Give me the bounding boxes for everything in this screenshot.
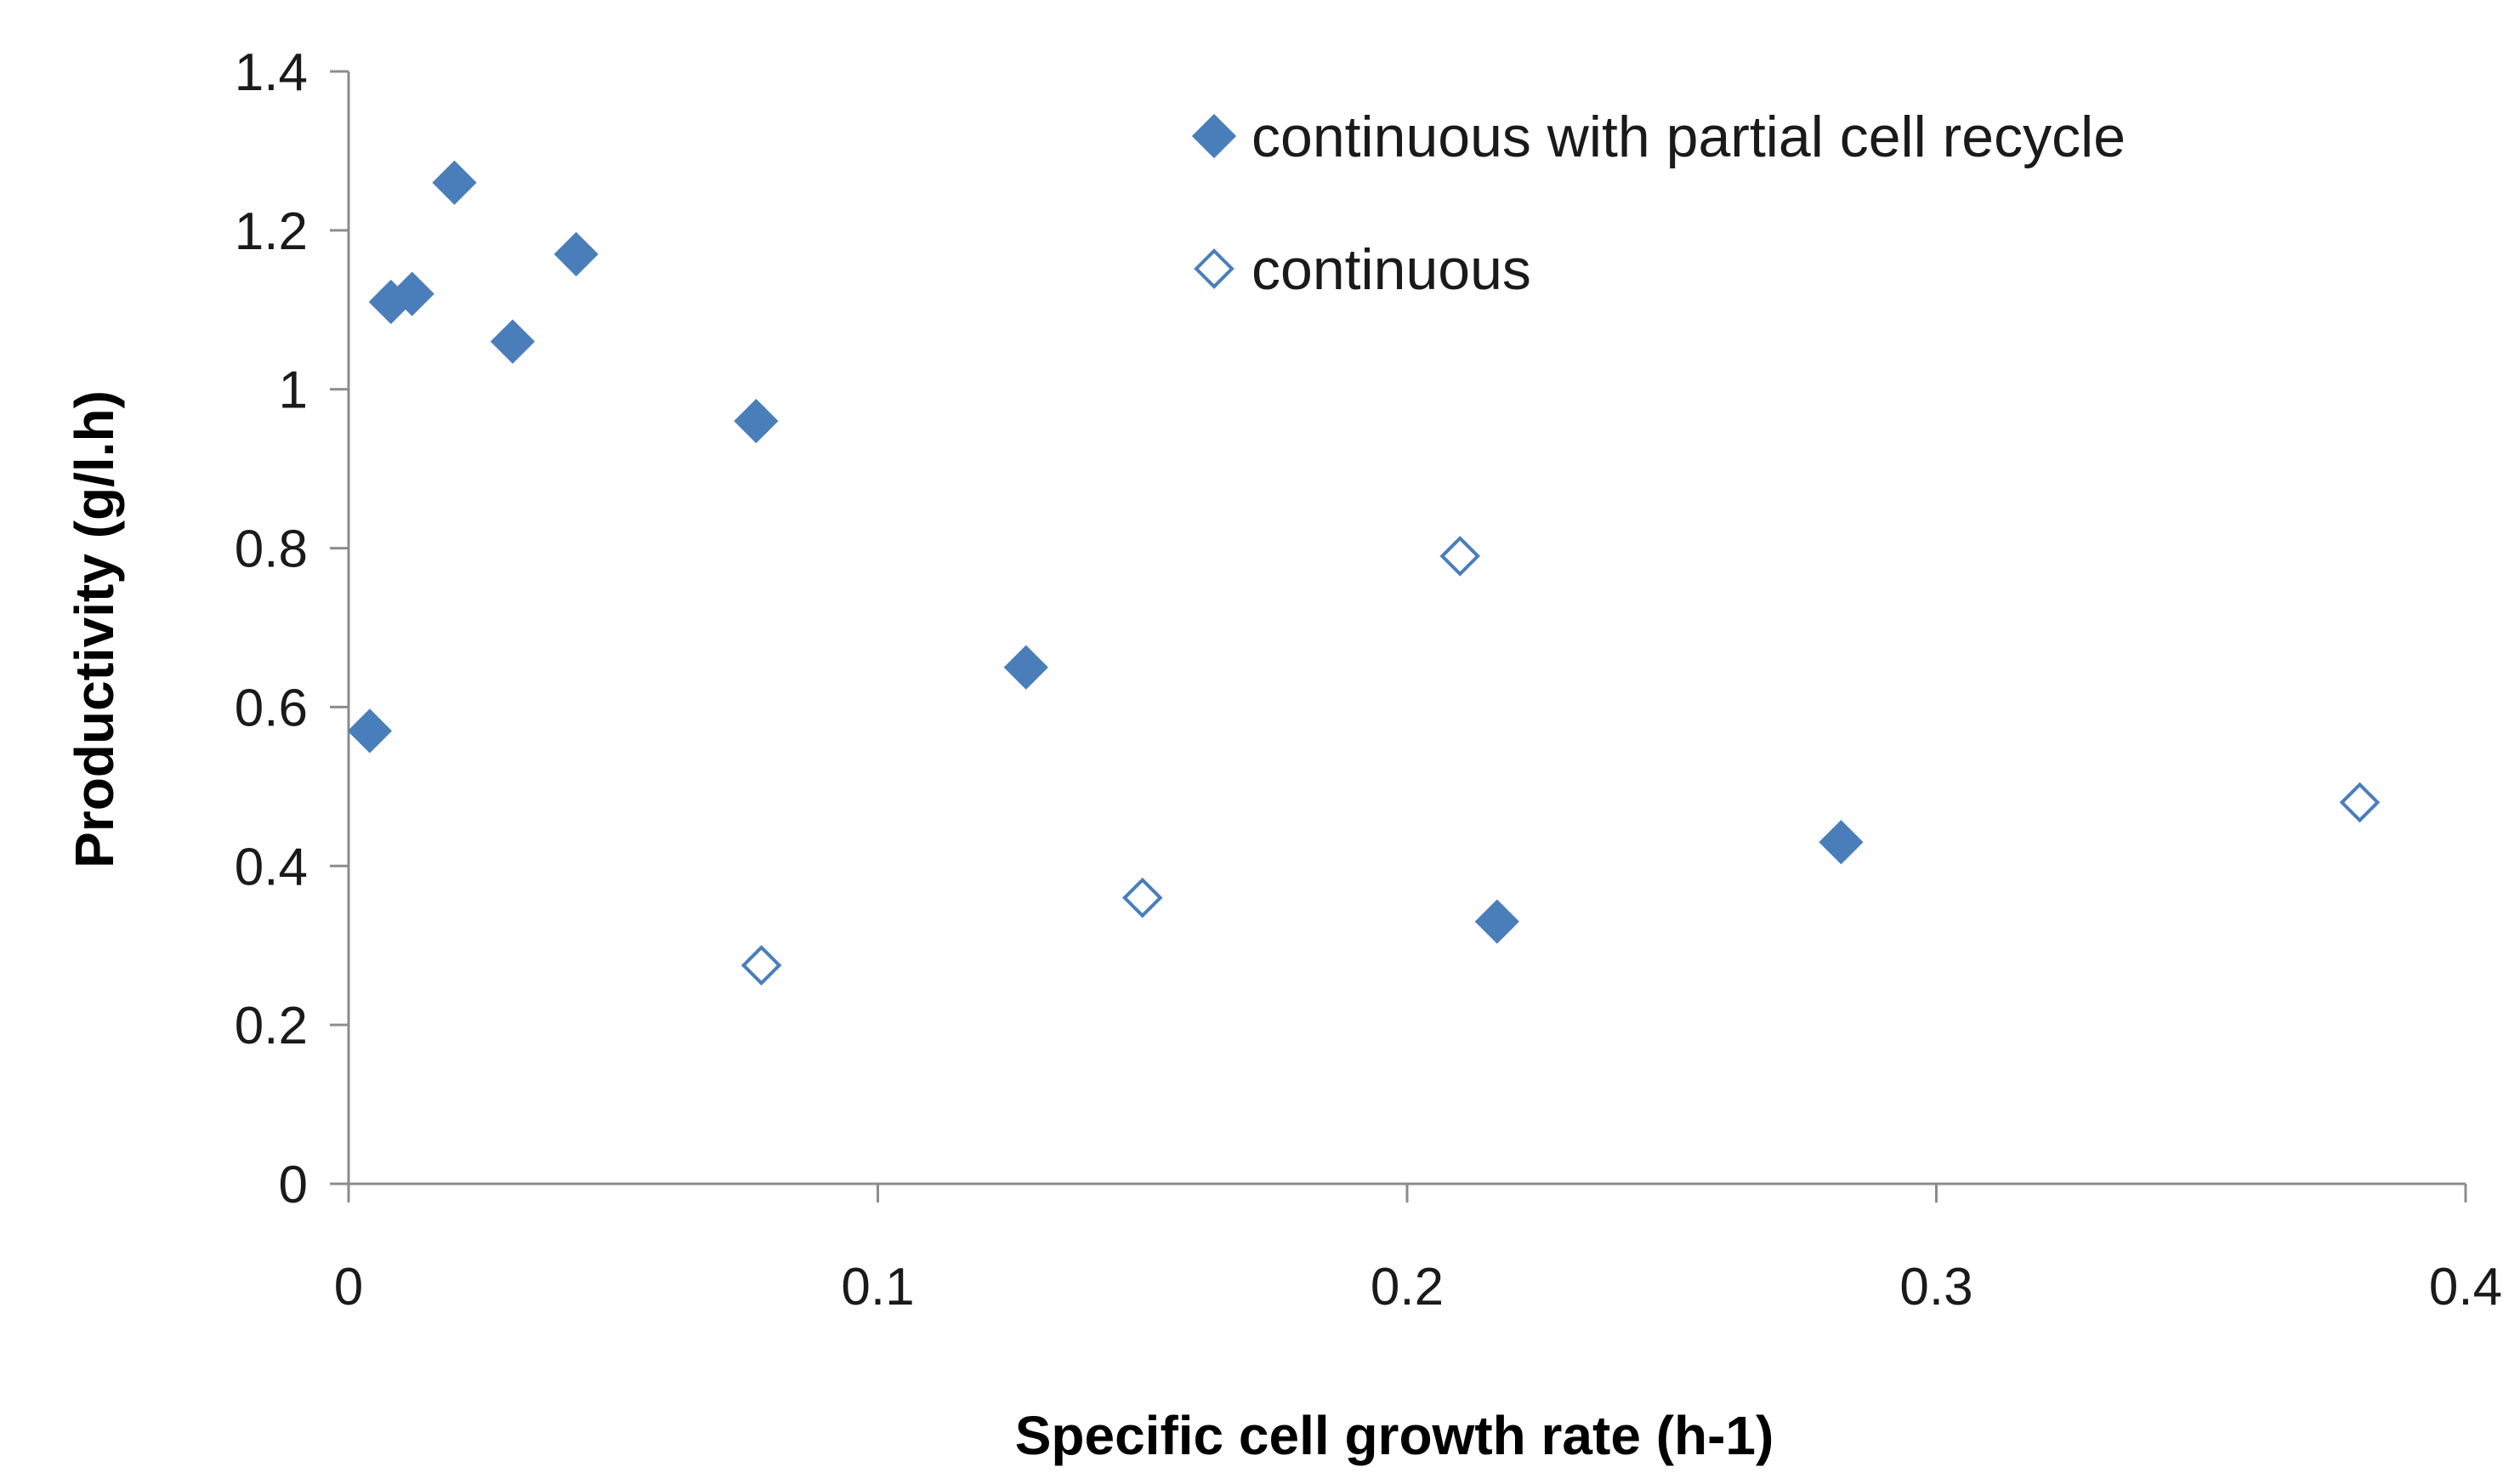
x-tick-label: 0.4 bbox=[2429, 1258, 2502, 1316]
data-point bbox=[490, 319, 536, 364]
y-tick-label: 0.6 bbox=[235, 679, 308, 737]
data-marks bbox=[347, 160, 2381, 986]
data-point bbox=[553, 231, 599, 277]
data-point bbox=[1121, 877, 1163, 918]
y-tick-label: 1 bbox=[279, 361, 308, 420]
series-2 bbox=[741, 536, 2381, 986]
data-point bbox=[389, 271, 434, 316]
data-point bbox=[1819, 820, 1864, 865]
y-tick-label: 1.2 bbox=[235, 202, 308, 261]
legend-marker bbox=[1191, 113, 1237, 159]
data-point bbox=[347, 708, 393, 753]
data-point bbox=[734, 398, 779, 444]
series-1 bbox=[347, 160, 1864, 944]
y-axis-title: Productivity (g/l.h) bbox=[64, 390, 125, 868]
x-tick-label: 0.3 bbox=[1899, 1258, 1972, 1316]
legend-marker bbox=[1194, 248, 1234, 289]
data-point bbox=[2339, 782, 2381, 823]
legend: continuous with partial cell recycle cont… bbox=[1191, 105, 2126, 302]
axes: 0 0.2 0.4 0.6 0.8 1 1.2 1.4 0 0.1 0.2 0.3 0.4 bbox=[235, 43, 2502, 1316]
data-point bbox=[1474, 899, 1519, 944]
data-point bbox=[1003, 645, 1048, 690]
legend-item: continuous with partial cell recycle bbox=[1191, 105, 2126, 169]
y-tick-label: 0.2 bbox=[235, 997, 308, 1055]
x-tick-label: 0.2 bbox=[1371, 1258, 1444, 1316]
y-tick-label: 0.8 bbox=[235, 520, 308, 579]
y-tick-label: 0.4 bbox=[235, 838, 308, 896]
y-tick-label: 0 bbox=[279, 1156, 308, 1214]
data-point bbox=[741, 945, 782, 986]
legend-label: continuous bbox=[1251, 237, 1531, 302]
y-tick-label: 1.4 bbox=[235, 43, 308, 102]
data-point bbox=[432, 160, 477, 205]
legend-item: continuous bbox=[1194, 237, 1531, 302]
x-tick-label: 0.1 bbox=[841, 1258, 914, 1316]
x-tick-label: 0 bbox=[334, 1258, 363, 1316]
x-axis-title: Specific cell growth rate (h-1) bbox=[1015, 1405, 1774, 1466]
data-point bbox=[1439, 536, 1481, 577]
legend-label: continuous with partial cell recycle bbox=[1251, 105, 2126, 169]
